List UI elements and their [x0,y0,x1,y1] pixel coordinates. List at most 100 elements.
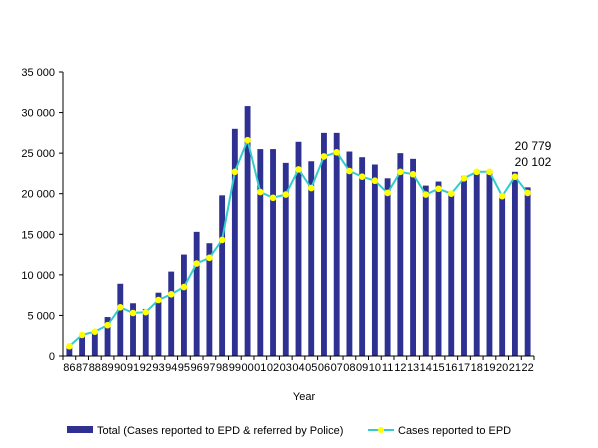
point-00 [244,136,251,144]
y-tick-label: 5 000 [27,310,55,322]
point-13 [409,170,417,178]
x-tick-label: 16 [445,362,457,374]
x-tick-label: 14 [420,362,432,374]
point-88 [91,328,99,335]
bar-14 [422,185,429,356]
point-16 [447,190,455,198]
x-tick-label: 05 [305,362,317,374]
point-05 [307,184,315,192]
point-12 [397,168,404,176]
x-tick-label: 19 [483,362,495,374]
x-tick-label: 03 [280,362,292,374]
bar-87 [79,334,86,356]
legend: Total (Cases reported to EPD & referred … [67,425,511,437]
y-tick-label: 30 000 [21,108,55,120]
point-90 [116,304,124,311]
point-06 [320,153,328,160]
bar-92 [142,308,149,356]
x-tick-label: 08 [343,362,355,374]
bar-99 [231,128,238,356]
point-96 [193,260,200,267]
line-series [66,136,531,350]
point-08 [346,167,353,175]
bar-10 [371,164,378,356]
point-02 [269,194,277,202]
x-tick-label: 17 [458,362,470,374]
point-87 [78,331,86,339]
y-tick-label: 10 000 [21,270,55,282]
bar-96 [193,231,200,356]
x-tick-label: 09 [356,362,368,374]
x-tick-label: 92 [140,362,152,374]
legend-bar-swatch [67,426,93,433]
bar-95 [181,254,187,356]
bar-11 [384,178,391,356]
point-19 [486,168,493,176]
y-tick-label: 25 000 [21,148,55,160]
x-tick-label: 15 [432,362,444,374]
point-91 [129,309,137,317]
bar-21 [511,171,518,356]
x-tick-label: 13 [407,362,419,374]
x-tick-label: 21 [509,362,521,374]
bar-98 [219,195,226,356]
bar-93 [155,292,162,356]
point-04 [295,166,302,173]
point-97 [206,254,213,262]
bar-89 [104,317,111,356]
x-tick-label: 18 [471,362,483,374]
point-18 [473,168,481,176]
bar-86 [66,345,73,356]
bar-16 [448,192,455,356]
bar-04 [295,141,302,356]
x-tick-label: 88 [89,362,101,374]
bar-03 [282,162,289,356]
x-tick-label: 98 [216,362,228,374]
point-10 [371,177,379,185]
y-tick-label: 20 000 [21,189,55,201]
bar-20 [499,197,506,356]
point-01 [257,188,264,196]
bar-00 [244,106,251,356]
bar-series [66,106,531,356]
x-tick-label: 06 [318,362,330,374]
bar-90 [117,283,124,356]
annotation-epd-last: 20 102 [515,155,552,169]
bar-13 [410,158,416,356]
bar-06 [321,132,327,356]
bar-22 [524,187,531,356]
annotation-total-last: 20 779 [515,139,552,153]
bar-09 [359,157,366,356]
bar-94 [168,271,175,356]
x-axis-ticks: 86 87 88 89 90 91 92 93 94 95 96 97 98 99 00 01 02 03 04 05… [62,356,535,374]
x-axis-title: Year [293,391,316,403]
point-86 [66,342,73,350]
point-09 [358,173,366,180]
x-tick-label: 97 [203,362,215,374]
point-21 [511,173,519,180]
point-92 [142,308,150,316]
bar-01 [257,149,264,356]
point-20 [498,192,506,200]
bar-15 [435,181,442,356]
y-tick-label: 15 000 [21,229,55,241]
y-tick-label: 0 [49,351,55,363]
point-14 [422,191,430,198]
legend-bar-label: Total (Cases reported to EPD & referred … [97,425,343,437]
bar-17 [461,175,467,356]
x-tick-label: 95 [178,362,190,374]
x-tick-label: 89 [101,362,113,374]
bar-07 [333,132,340,356]
x-tick-label: 87 [76,362,88,374]
x-tick-label: 99 [229,362,241,374]
bar-88 [91,331,98,356]
point-95 [180,283,188,291]
x-tick-label: 12 [394,362,406,374]
axes [62,72,534,357]
point-94 [167,291,175,298]
x-tick-label: 02 [267,362,279,374]
x-tick-label: 01 [254,362,266,374]
x-tick-label: 86 [63,362,75,374]
x-tick-label: 04 [292,362,304,374]
